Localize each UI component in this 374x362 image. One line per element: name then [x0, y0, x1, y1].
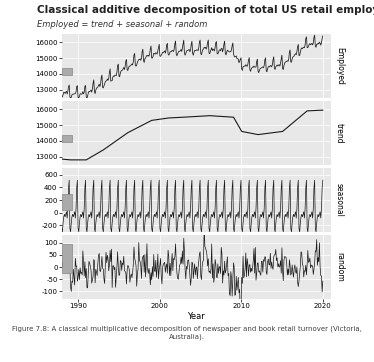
- Text: Employed = trend + seasonal + random: Employed = trend + seasonal + random: [37, 20, 208, 29]
- Bar: [62, 244, 71, 273]
- Bar: [62, 194, 71, 210]
- Text: trend: trend: [335, 123, 344, 143]
- Text: random: random: [335, 252, 344, 282]
- Text: Employed: Employed: [335, 47, 344, 85]
- Text: Classical additive decomposition of total US retail employment: Classical additive decomposition of tota…: [37, 5, 374, 16]
- X-axis label: Year: Year: [187, 312, 205, 321]
- Bar: [62, 68, 71, 76]
- Text: Figure 7.8: A classical multiplicative decomposition of newspaper and book retai: Figure 7.8: A classical multiplicative d…: [12, 326, 362, 340]
- Text: seasonal: seasonal: [335, 183, 344, 217]
- Bar: [62, 135, 71, 143]
